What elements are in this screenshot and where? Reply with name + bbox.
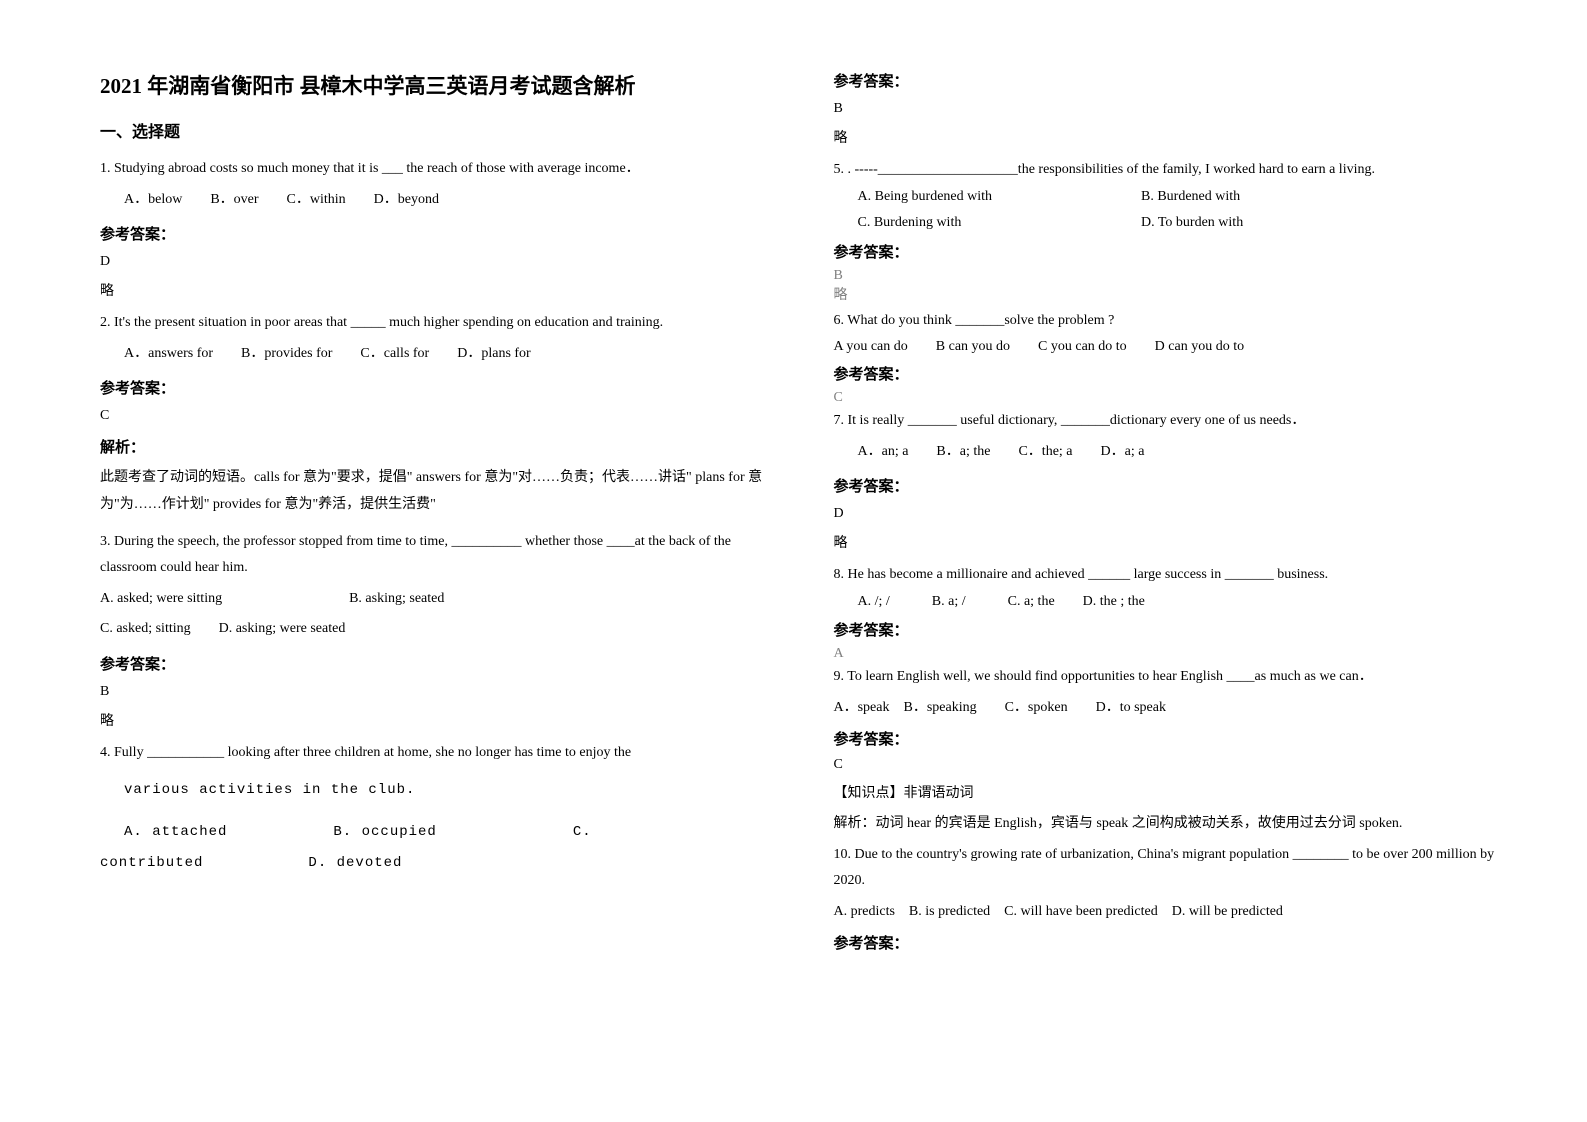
q6-answer-label: 参考答案： [834, 363, 1508, 384]
q5-opt-a: A. Being burdened with [858, 184, 1138, 211]
q4-opt-c: C. [573, 824, 592, 840]
q7-answer-label: 参考答案： [834, 475, 1508, 496]
q5-opt-d: D. To burden with [1141, 215, 1243, 230]
q10-answer-label: 参考答案： [834, 932, 1508, 953]
q6-text: 6. What do you think _______solve the pr… [834, 308, 1508, 335]
q2-answer-label: 参考答案： [100, 377, 774, 398]
q1-options: A．below B．over C．within D．beyond [124, 187, 774, 214]
exam-title: 2021 年湖南省衡阳市 县樟木中学高三英语月考试题含解析 [100, 70, 774, 100]
q2-explain: 此题考查了动词的短语。calls for 意为"要求，提倡" answers f… [100, 465, 774, 518]
q4-opt-b: B. occupied [333, 819, 563, 846]
q3-options-row2: C. asked; sitting D. asking; were seated [100, 616, 774, 643]
q4-answer: B [834, 101, 1508, 117]
q9-explain: 解析：动词 hear 的宾语是 English，宾语与 speak 之间构成被动… [834, 811, 1508, 838]
q3-opt-a: A. asked; were sitting [100, 591, 222, 606]
q7-answer: D [834, 506, 1508, 522]
q5-answer: B [834, 268, 1508, 284]
exam-page: 2021 年湖南省衡阳市 县樟木中学高三英语月考试题含解析 一、选择题 1. S… [0, 0, 1587, 993]
q8-text: 8. He has become a millionaire and achie… [834, 562, 1508, 589]
left-column: 2021 年湖南省衡阳市 县樟木中学高三英语月考试题含解析 一、选择题 1. S… [100, 70, 774, 953]
q7-sub: 略 [834, 532, 1508, 552]
q8-options: A. /; / B. a; / C. a; the D. the ; the [858, 589, 1508, 616]
q7-text: 7. It is really _______ useful dictionar… [834, 408, 1508, 435]
q1-sub: 略 [100, 280, 774, 300]
q4-text: 4. Fully ___________ looking after three… [100, 740, 774, 767]
q4-options-row2: contributed D. devoted [100, 850, 774, 877]
q9-answer-label: 参考答案： [834, 728, 1508, 749]
q10-text: 10. Due to the country's growing rate of… [834, 842, 1508, 895]
q6-answer: C [834, 390, 1508, 406]
q5-opt-b: B. Burdened with [1141, 189, 1240, 204]
q5-answer-label: 参考答案： [834, 241, 1508, 262]
q5-options-row1: A. Being burdened with B. Burdened with [858, 184, 1508, 211]
q9-knowledge-point: 【知识点】非谓语动词 [834, 781, 1508, 808]
q10-options: A. predicts B. is predicted C. will have… [834, 899, 1508, 926]
q8-answer: A [834, 646, 1508, 662]
q4-opt-a: A. attached [124, 819, 324, 846]
q3-options-row1: A. asked; were sitting B. asking; seated [100, 586, 774, 613]
section-1-heading: 一、选择题 [100, 118, 774, 142]
q5-text: 5. . -----____________________the respon… [834, 157, 1508, 184]
q8-answer-label: 参考答案： [834, 619, 1508, 640]
q3-answer-label: 参考答案： [100, 653, 774, 674]
q1-answer-label: 参考答案： [100, 223, 774, 244]
q4-sub: 略 [834, 127, 1508, 147]
q4-answer-label: 参考答案： [834, 70, 1508, 91]
q1-text: 1. Studying abroad costs so much money t… [100, 156, 774, 183]
q5-options-row2: C. Burdening with D. To burden with [858, 210, 1508, 237]
q2-text: 2. It's the present situation in poor ar… [100, 310, 774, 337]
q9-answer: C [834, 757, 1508, 773]
right-column: 参考答案： B 略 5. . -----____________________… [834, 70, 1508, 953]
q2-options: A．answers for B．provides for C．calls for… [124, 341, 774, 368]
q5-sub: 略 [834, 284, 1508, 304]
q2-answer: C [100, 408, 774, 424]
q3-text: 3. During the speech, the professor stop… [100, 529, 774, 582]
q6-options: A you can do B can you do C you can do t… [834, 334, 1508, 361]
q3-answer: B [100, 684, 774, 700]
q3-sub: 略 [100, 710, 774, 730]
q4-options-row1: A. attached B. occupied C. [124, 819, 774, 846]
q2-explain-label: 解析： [100, 436, 774, 457]
q9-text: 9. To learn English well, we should find… [834, 664, 1508, 691]
q7-options: A．an; a B．a; the C．the; a D．a; a [858, 439, 1508, 466]
q9-options: A．speak B．speaking C．spoken D．to speak [834, 695, 1508, 722]
q4-text-line2: various activities in the club. [124, 777, 774, 804]
q5-opt-c: C. Burdening with [858, 210, 1138, 237]
q1-answer: D [100, 254, 774, 270]
q3-opt-b: B. asking; seated [349, 591, 444, 606]
